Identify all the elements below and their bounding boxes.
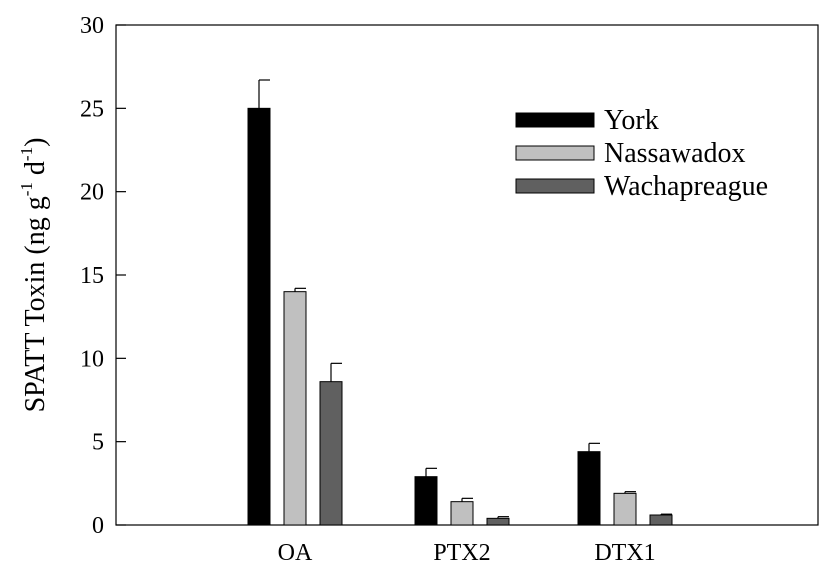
legend-label: Nassawadox (604, 138, 746, 169)
y-tick-label: 5 (92, 430, 104, 456)
y-tick-label: 30 (80, 13, 104, 39)
x-category-label: PTX2 (433, 540, 490, 565)
bar (649, 514, 673, 526)
y-tick-label: 25 (80, 96, 104, 122)
x-category-label: DTX1 (594, 540, 655, 565)
bar (283, 291, 307, 526)
legend-swatch (515, 178, 595, 194)
bar (577, 451, 601, 526)
bars-group (247, 79, 673, 526)
bar (247, 107, 271, 526)
legend-label: Wachapreague (604, 171, 768, 202)
y-axis-label: SPATT Toxin (ng g-1 d-1) (17, 138, 51, 413)
bar (414, 476, 438, 526)
y-tick-label: 0 (92, 513, 104, 539)
y-tick-label: 20 (80, 180, 104, 206)
y-tick-label: 10 (80, 346, 104, 372)
y-tick-label: 15 (80, 263, 104, 289)
legend-swatch (515, 112, 595, 128)
bar (486, 517, 510, 526)
x-category-label: OA (278, 540, 313, 565)
x-axis-labels: OA PTX2 DTX1 (278, 540, 656, 566)
legend-label: York (604, 105, 659, 136)
bar (450, 501, 474, 526)
bar (319, 381, 343, 526)
legend-swatch (515, 145, 595, 161)
bar (613, 492, 637, 526)
y-axis: 0 5 10 15 20 25 30 (80, 13, 126, 539)
plot-frame (115, 24, 819, 526)
